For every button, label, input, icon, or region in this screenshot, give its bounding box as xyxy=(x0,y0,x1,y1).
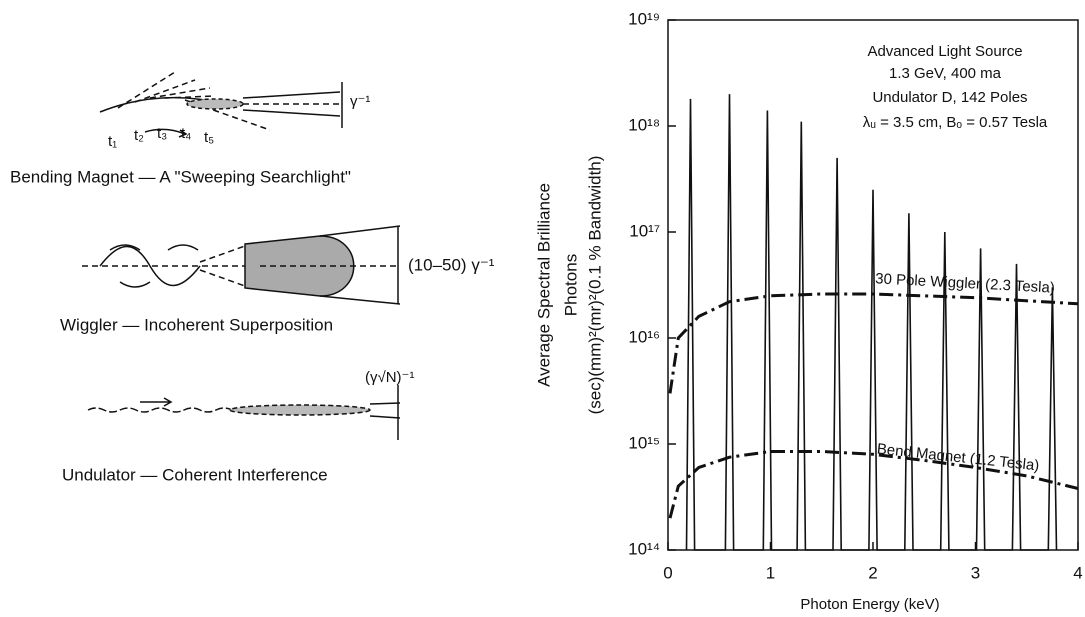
annotation: λᵤ = 3.5 cm, Bₒ = 0.57 Tesla xyxy=(863,114,1048,131)
x-tick-label: 2 xyxy=(868,563,877,582)
time-label: t₂ xyxy=(134,127,144,144)
y-axis-label: (sec)(mm)²(mr)²(0.1 % Bandwidth) xyxy=(585,156,604,415)
time-label: t₅ xyxy=(204,129,214,146)
annotation: Advanced Light Source xyxy=(867,43,1022,60)
caption: Bending Magnet — A "Sweeping Searchlight… xyxy=(10,167,351,186)
y-tick-label: 10¹⁹ xyxy=(628,9,660,28)
time-label: t₃ xyxy=(157,125,167,142)
y-axis-label: Photons xyxy=(561,254,580,316)
x-tick-label: 4 xyxy=(1073,563,1082,582)
series-line xyxy=(685,94,1058,551)
time-label: t₁ xyxy=(108,133,117,150)
angle-label: (γ√N)⁻¹ xyxy=(365,369,414,386)
y-tick-label: 10¹⁷ xyxy=(629,221,660,240)
bending-magnet-diagram xyxy=(99,71,343,138)
angle-label: γ⁻¹ xyxy=(350,93,370,110)
angle-label: (10–50) γ⁻¹ xyxy=(408,255,495,274)
series-label: 30 Pole Wiggler (2.3 Tesla) xyxy=(875,270,1055,296)
y-tick-label: 10¹⁴ xyxy=(628,539,660,558)
series-line xyxy=(668,450,1079,519)
time-label: t₄ xyxy=(181,125,191,142)
series-line xyxy=(668,292,1079,394)
caption: Wiggler — Incoherent Superposition xyxy=(60,315,333,334)
beam-ellipse xyxy=(186,98,244,110)
wiggler-diagram xyxy=(82,225,401,305)
x-tick-label: 1 xyxy=(766,563,775,582)
caption: Undulator — Coherent Interference xyxy=(62,465,328,484)
x-tick-label: 3 xyxy=(971,563,980,582)
annotation: Undulator D, 142 Poles xyxy=(872,89,1027,106)
y-axis-label: Average Spectral Brilliance xyxy=(534,183,553,387)
y-tick-label: 10¹⁵ xyxy=(628,433,660,452)
annotation: 1.3 GeV, 400 ma xyxy=(889,65,1002,82)
undulator-diagram xyxy=(87,385,401,440)
y-tick-label: 10¹⁸ xyxy=(628,115,660,134)
y-tick-label: 10¹⁶ xyxy=(628,327,660,346)
x-axis-label: Photon Energy (keV) xyxy=(800,596,939,613)
x-tick-label: 0 xyxy=(663,563,672,582)
